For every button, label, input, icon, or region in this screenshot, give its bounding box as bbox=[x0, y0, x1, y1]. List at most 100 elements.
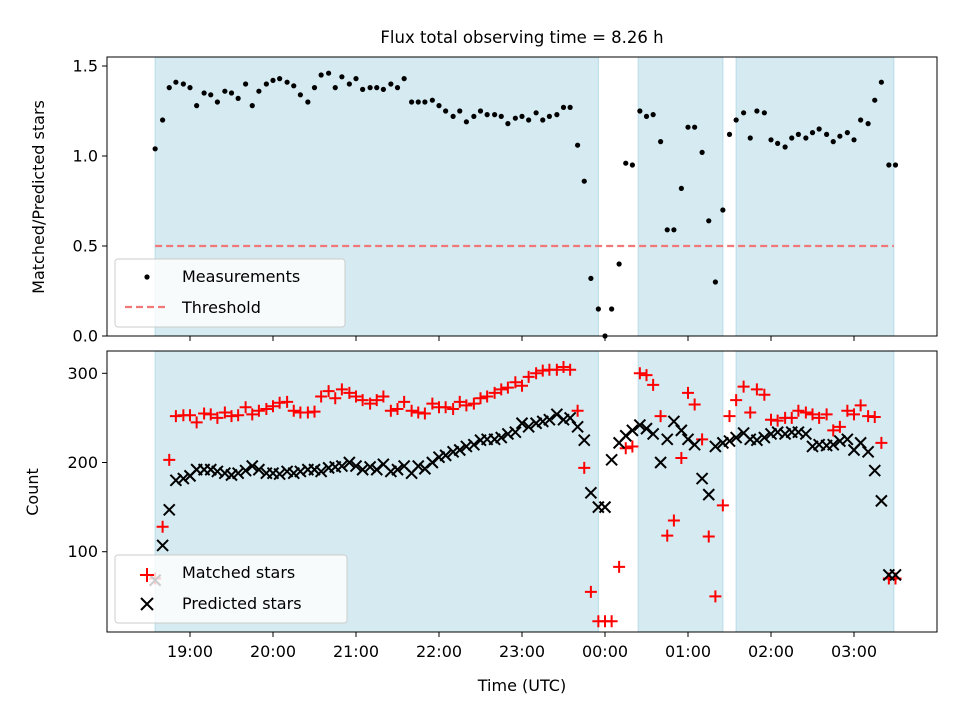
measurement-point bbox=[892, 162, 899, 168]
measurement-point bbox=[194, 103, 200, 109]
matched-star-point bbox=[613, 560, 626, 573]
matched-star-point bbox=[619, 442, 632, 455]
measurement-point bbox=[367, 85, 373, 91]
top-panel: 0.0 0.5 1.0 1.5 Matched/Predicted stars Mea… bbox=[29, 56, 938, 346]
predicted-star-point bbox=[177, 472, 190, 485]
matched-star-point bbox=[833, 420, 846, 433]
bottom-shaded-interval bbox=[735, 350, 895, 633]
predicted-star-point bbox=[827, 438, 840, 451]
measurement-point bbox=[865, 121, 871, 127]
matched-star-point bbox=[509, 376, 522, 389]
measurement-point bbox=[685, 124, 691, 130]
measurement-point bbox=[609, 306, 615, 312]
matched-star-point bbox=[315, 390, 328, 403]
matched-star-point bbox=[771, 414, 784, 427]
top-y-tick-label: 1.5 bbox=[73, 57, 98, 76]
matched-star-point bbox=[516, 379, 528, 392]
predicted-star-point bbox=[584, 486, 598, 500]
predicted-star-point bbox=[349, 459, 363, 473]
measurement-point bbox=[754, 108, 760, 114]
x-tick-label: 22:00 bbox=[416, 642, 462, 661]
predicted-star-point bbox=[314, 465, 328, 478]
predicted-star-point bbox=[571, 420, 584, 434]
measurement-point bbox=[671, 227, 677, 233]
matched-star-point bbox=[156, 520, 169, 533]
predicted-star-point bbox=[646, 427, 660, 441]
measurement-points bbox=[152, 70, 899, 339]
matched-star-point bbox=[557, 361, 570, 374]
measurement-point bbox=[235, 95, 241, 101]
measurement-point bbox=[851, 137, 857, 143]
measurement-point bbox=[733, 117, 739, 123]
matched-star-point bbox=[211, 411, 224, 424]
bottom-y-axis-ticks: 100 200 300 bbox=[67, 364, 107, 561]
matched-star-point bbox=[481, 390, 494, 403]
x-tick-label: 02:00 bbox=[748, 642, 794, 661]
predicted-star-point bbox=[460, 440, 473, 453]
matched-star-point bbox=[661, 529, 674, 542]
measurement-point bbox=[664, 227, 670, 233]
measurement-point bbox=[477, 108, 484, 114]
measurement-point bbox=[837, 133, 843, 139]
top-y-tick-label: 1.0 bbox=[73, 147, 98, 166]
measurement-point bbox=[546, 113, 552, 119]
measurement-point bbox=[353, 76, 359, 82]
measurement-point bbox=[173, 79, 179, 85]
predicted-star-point bbox=[861, 445, 875, 459]
matched-star-point bbox=[252, 404, 265, 417]
measurement-point bbox=[498, 113, 504, 119]
matched-star-point bbox=[696, 433, 709, 446]
predicted-star-point bbox=[799, 427, 813, 441]
predicted-star-point bbox=[239, 464, 252, 477]
matched-star-point bbox=[848, 408, 860, 421]
matched-star-point bbox=[453, 395, 466, 408]
predicted-star-point bbox=[501, 427, 515, 441]
predicted-star-point bbox=[412, 459, 425, 473]
predicted-star-point bbox=[252, 463, 266, 476]
measurement-point bbox=[782, 144, 788, 150]
predicted-star-point bbox=[294, 465, 307, 478]
predicted-star-point bbox=[709, 440, 722, 453]
matched-star-point bbox=[488, 386, 501, 399]
matched-star-point bbox=[667, 514, 680, 527]
legend-measurements-marker bbox=[144, 274, 150, 280]
measurement-point bbox=[712, 279, 718, 285]
predicted-star-point bbox=[626, 424, 639, 437]
matched-star-point bbox=[633, 367, 646, 380]
predicted-star-point bbox=[578, 433, 591, 447]
predicted-star-point bbox=[633, 418, 647, 432]
measurement-point bbox=[809, 130, 816, 136]
predicted-star-point bbox=[231, 467, 245, 480]
measurement-point bbox=[208, 92, 214, 98]
x-tick-label: 00:00 bbox=[582, 642, 628, 661]
measurement-point bbox=[629, 162, 635, 168]
measurement-point bbox=[326, 70, 332, 76]
matched-star-point bbox=[702, 530, 715, 543]
measurement-point bbox=[540, 117, 546, 123]
measurement-point bbox=[277, 76, 283, 82]
measurement-point bbox=[872, 97, 878, 103]
x-tick-label: 01:00 bbox=[665, 642, 711, 661]
measurement-point bbox=[492, 112, 498, 118]
measurement-point bbox=[637, 108, 643, 114]
measurement-point bbox=[581, 178, 587, 184]
matched-star-point bbox=[578, 461, 591, 474]
measurement-point bbox=[588, 275, 594, 281]
measurement-point bbox=[699, 149, 705, 155]
measurement-point bbox=[795, 131, 801, 137]
measurement-point bbox=[332, 85, 338, 91]
matched-star-point bbox=[356, 394, 369, 407]
matched-star-point bbox=[820, 408, 833, 421]
measurement-point bbox=[567, 104, 573, 110]
predicted-star-point bbox=[453, 443, 466, 457]
matched-star-point bbox=[260, 402, 273, 415]
measurement-point bbox=[658, 139, 664, 145]
measurement-point bbox=[519, 113, 525, 119]
top-y-tick-label: 0.5 bbox=[73, 237, 98, 256]
predicted-star-point bbox=[156, 539, 169, 552]
predicted-star-point bbox=[750, 433, 764, 447]
matched-star-point bbox=[827, 424, 840, 437]
measurement-point bbox=[160, 117, 166, 123]
measurement-point bbox=[858, 117, 864, 123]
